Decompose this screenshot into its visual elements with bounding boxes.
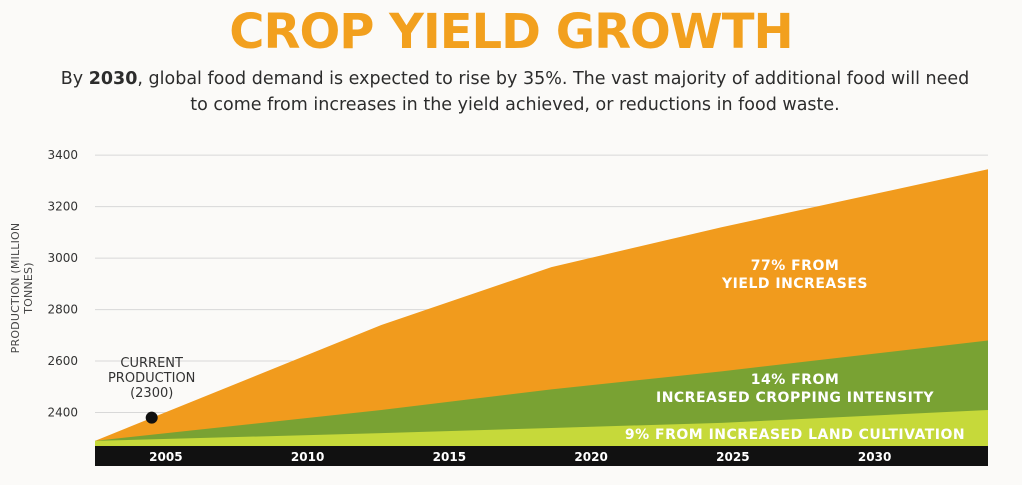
intensity-label-line2: INCREASED CROPPING INTENSITY (656, 390, 934, 406)
band-labels: 77% FROM YIELD INCREASES 14% FROM INCREASED… (625, 258, 965, 443)
annotation-line-3: (2300) (130, 386, 173, 401)
cropping-intensity-area (95, 340, 988, 446)
area-bands (95, 169, 988, 446)
y-tick-2800: 2800 (47, 303, 78, 317)
yield-label-line2: YIELD INCREASES (721, 276, 868, 292)
chart-subtitle: By 2030, global food demand is expected … (60, 66, 970, 118)
land-label: 9% FROM INCREASED LAND CULTIVATION (625, 427, 965, 443)
annotation-line-2: PRODUCTION (108, 371, 195, 386)
y-tick-2400: 2400 (47, 406, 78, 420)
intensity-label-line1: 14% FROM (751, 372, 840, 388)
x-tick-2005: 2005 (149, 450, 182, 464)
y-tick-3200: 3200 (47, 200, 78, 214)
chart-title: CROP YIELD GROWTH (229, 4, 793, 60)
x-tick-2030: 2030 (858, 450, 891, 464)
y-tick-labels: 2400 2600 2800 3000 3200 3400 (47, 148, 78, 419)
x-tick-2015: 2015 (433, 450, 466, 464)
subtitle-rest: , global food demand is expected to rise… (137, 69, 970, 115)
x-tick-2010: 2010 (291, 450, 324, 464)
x-tick-2020: 2020 (574, 450, 607, 464)
y-tick-2600: 2600 (47, 354, 78, 368)
y-tick-3000: 3000 (47, 251, 78, 265)
subtitle-year: 2030 (88, 69, 138, 89)
land-cultivation-area (95, 409, 988, 446)
x-tick-2025: 2025 (716, 450, 749, 464)
x-axis-bar: 2005 2010 2015 2020 2025 2030 (95, 446, 988, 466)
current-production-dot (145, 411, 158, 424)
subtitle-prefix: By (60, 69, 89, 89)
y-tick-3400: 3400 (47, 148, 78, 162)
x-axis-band (95, 446, 988, 466)
yield-label-line1: 77% FROM (751, 258, 840, 274)
annotation-line-1: CURRENT (120, 356, 183, 371)
